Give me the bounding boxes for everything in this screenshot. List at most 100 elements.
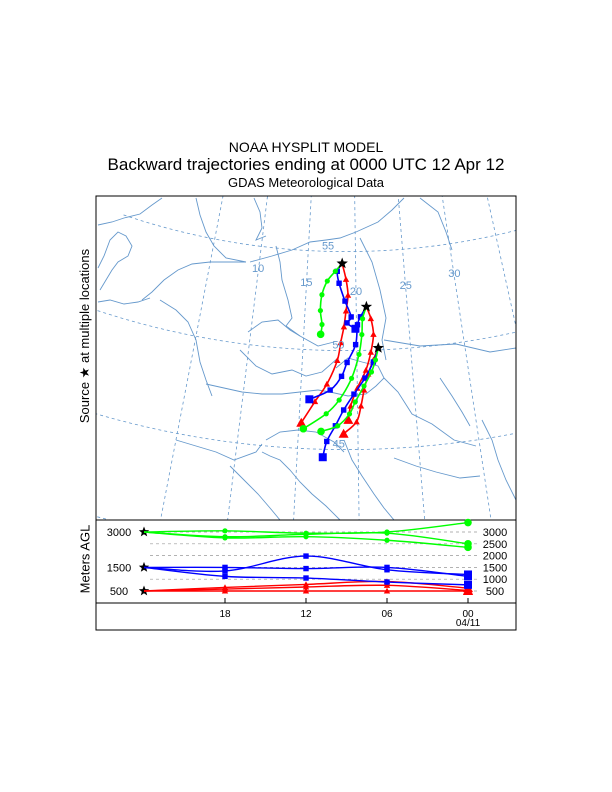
model-title: NOAA HYSPLIT MODEL: [228, 139, 384, 155]
triangle-marker: [370, 331, 377, 337]
latitude-label: 55: [322, 240, 334, 252]
square-marker: [305, 395, 314, 404]
coastline-adriatic-west: [229, 465, 281, 520]
time-tick-label: 00: [462, 609, 474, 620]
triangle-marker: [362, 366, 370, 373]
square-marker: [351, 391, 357, 397]
height-scale-label: 2000: [483, 551, 507, 563]
border-slovenia-croatia: [265, 429, 345, 453]
trajectory-green-3000: [299, 306, 368, 433]
circle-marker: [359, 316, 366, 322]
triangle-marker: [323, 380, 331, 387]
trajectory-line: [300, 263, 349, 424]
parallel-line: [96, 516, 112, 520]
triangle-marker: [311, 398, 319, 405]
triangle-marker: [463, 585, 473, 595]
meridian-line: [441, 196, 492, 520]
meridian-line: [227, 196, 268, 520]
longitude-label: 10: [252, 263, 264, 275]
triangle-marker: [338, 428, 349, 438]
square-marker: [342, 298, 348, 304]
longitude-label: 25: [400, 280, 412, 292]
triangle-marker: [342, 307, 350, 314]
time-tick-label: 18: [219, 609, 231, 620]
coastline-sweden: [253, 197, 267, 241]
circle-marker: [361, 383, 367, 389]
circle-marker: [222, 535, 228, 541]
border-germany-poland: [275, 245, 335, 347]
circle-marker: [222, 528, 228, 534]
parallel-line: [123, 214, 516, 253]
time-tick-label: 12: [300, 609, 312, 620]
date-label: 04/11: [456, 618, 481, 629]
source-star-icon: [360, 300, 373, 312]
triangle-marker: [296, 417, 307, 427]
source-star-icon: [372, 342, 384, 353]
circle-marker: [384, 530, 390, 536]
source-stars: [336, 257, 384, 353]
circle-marker: [352, 399, 358, 405]
border-moldova: [439, 377, 471, 427]
height-profile-blue: [143, 553, 472, 579]
border-bulgaria: [393, 457, 481, 479]
square-marker: [344, 359, 350, 366]
coastline-adriatic-east: [261, 451, 341, 520]
triangle-marker: [357, 402, 365, 409]
square-marker: [222, 568, 228, 574]
square-marker: [384, 579, 390, 585]
circle-marker: [359, 331, 365, 338]
parallel-line: [155, 116, 552, 153]
circle-marker: [319, 292, 325, 298]
level-label: 500: [110, 586, 128, 598]
longitude-label: 15: [300, 277, 312, 289]
square-marker: [318, 453, 327, 462]
time-tick-label: 06: [381, 609, 393, 620]
triangle-marker: [342, 276, 350, 282]
square-marker: [340, 407, 347, 413]
border-romania: [383, 377, 477, 447]
circle-marker: [464, 518, 472, 527]
trajectory-red-500: [296, 263, 352, 427]
triangle-marker: [383, 587, 391, 594]
data-source-label: GDAS Meteorological Data: [227, 175, 385, 190]
trajectory-green-3000: [316, 262, 343, 339]
circle-marker: [336, 397, 342, 403]
square-marker: [344, 320, 350, 326]
coastline-norway: [97, 197, 163, 226]
coastline-jutland: [195, 197, 247, 263]
vertical-panel-frame: [95, 519, 517, 631]
square-marker: [303, 565, 309, 572]
border-serbia: [343, 439, 395, 520]
square-marker: [351, 324, 360, 333]
circle-marker: [348, 375, 355, 381]
coastline-baltic: [249, 197, 405, 263]
border-hungary: [317, 357, 385, 397]
map-area: [96, 116, 552, 520]
square-marker: [222, 564, 228, 571]
trajectory-red-500: [343, 306, 377, 424]
height-scale-label: 1500: [483, 562, 507, 574]
circle-marker: [464, 543, 472, 552]
meridian-line: [160, 196, 224, 520]
triangle-marker: [360, 386, 368, 393]
circle-marker: [316, 330, 325, 339]
height-line: [143, 555, 469, 576]
coastline-black-sea: [481, 419, 516, 501]
coastline-britain: [97, 231, 133, 291]
circle-marker: [384, 537, 390, 543]
triangle-marker: [344, 291, 352, 298]
map-frame: [95, 195, 517, 521]
square-marker: [336, 280, 342, 286]
border-alps: [205, 383, 319, 395]
circle-marker: [324, 278, 330, 284]
coastline-italy-north: [175, 439, 263, 461]
square-marker: [222, 573, 228, 580]
height-profile-green: [143, 531, 472, 552]
coastline-baltic-east: [419, 197, 453, 251]
triangle-marker: [383, 582, 391, 588]
height-scale-label: 3000: [483, 527, 507, 539]
triangle-marker: [343, 414, 354, 424]
meridian-line: [486, 196, 516, 329]
